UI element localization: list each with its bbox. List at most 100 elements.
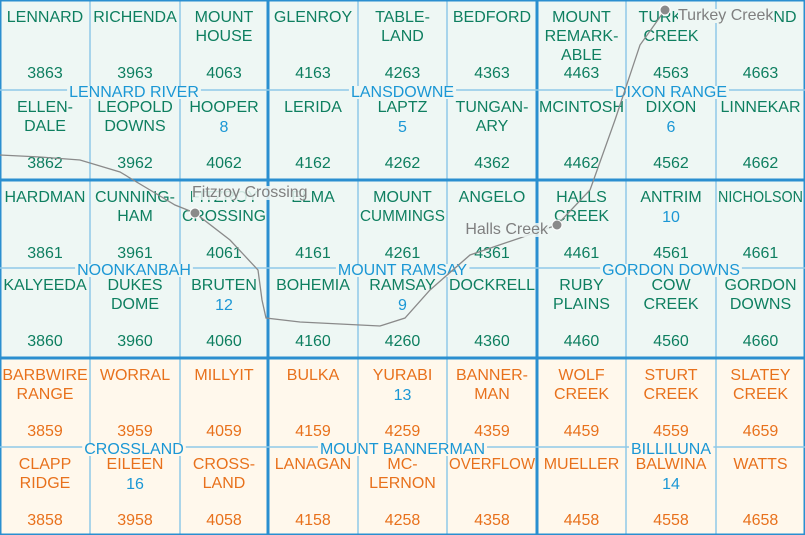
sheet-name: GLENROY <box>274 9 353 26</box>
block-name: NOONKANBAH <box>77 262 191 279</box>
sheet-name: BOHEMIA <box>276 277 350 294</box>
sheet-labels: LENNARD 3863 RICHENDA 3963 MOUNT HOUSE 4063 GLE… <box>2 9 803 529</box>
sheet-name: KALYEEDA <box>3 277 87 294</box>
block-name-bg <box>335 264 470 277</box>
sheet-code: 4059 <box>206 423 242 440</box>
sheet-name: BRUTEN <box>191 277 257 294</box>
block-name-bg <box>600 264 742 277</box>
sheet-code: 4458 <box>564 512 600 529</box>
sheet-name: MOUNT <box>195 9 254 26</box>
sheet-code: 4060 <box>206 333 242 350</box>
sheet-code: 4263 <box>385 65 421 82</box>
sheet-name: ELLEN- <box>17 99 73 116</box>
sheet-code: 4462 <box>564 155 600 172</box>
sheet-code: 4560 <box>653 333 689 350</box>
sheet-name: CLAPP <box>19 456 71 473</box>
town-marker <box>189 207 201 219</box>
sheet-code: 4658 <box>743 512 779 529</box>
sheet-name: DOME <box>111 296 159 313</box>
sheet-name: LAND <box>381 28 424 45</box>
sheet-name: DOCKRELL <box>449 277 535 294</box>
sheet-name: LINNEKAR <box>720 99 800 116</box>
sheet-code: 4663 <box>743 65 779 82</box>
sheet-name: BANNER- <box>456 367 528 384</box>
block-name: LANSDOWNE <box>351 84 454 101</box>
sheet-name: HOUSE <box>196 28 253 45</box>
sheet-name: CROSSING <box>182 208 266 225</box>
block-name-bg <box>348 86 457 99</box>
sheet-code: 4161 <box>295 245 331 262</box>
sheet-name: HARDMAN <box>5 189 86 206</box>
sheet-code: 4558 <box>653 512 689 529</box>
town-label-bg <box>678 9 775 23</box>
block-name-bg <box>82 443 186 456</box>
sheet-name: COW <box>651 277 691 294</box>
sheet-name: RANGE <box>17 386 74 403</box>
sheet-name: DOWNS <box>104 118 165 135</box>
sheet-code: 4159 <box>295 423 331 440</box>
sheet-name: HALLS <box>556 189 607 206</box>
block-name-bg <box>75 264 193 277</box>
sheet-name: DOWNS <box>730 296 791 313</box>
sheet-code: 4160 <box>295 333 331 350</box>
block-name-bg <box>67 86 201 99</box>
sheet-name: CREEK <box>554 386 609 403</box>
sheet-name: PLAINS <box>553 296 610 313</box>
sheet-code: 4058 <box>206 512 242 529</box>
sheet-code: 4362 <box>474 155 510 172</box>
sheet-name: MOUNT <box>373 189 432 206</box>
sheet-name: GORDON <box>725 277 797 294</box>
sheet-name: LAND <box>203 475 246 492</box>
block-number: 5 <box>398 119 407 136</box>
block-number: 12 <box>215 297 233 314</box>
sheet-name: MILLYIT <box>194 367 254 384</box>
sheet-name: RIDGE <box>20 475 71 492</box>
sheet-name: LEOPOLD <box>97 99 173 116</box>
sheet-name: RUBY <box>559 277 604 294</box>
sheet-name: TUNGAN- <box>456 99 529 116</box>
sheet-name: MAN <box>474 386 510 403</box>
sheet-code: 4561 <box>653 245 689 262</box>
sheet-name: YURABI <box>373 367 433 384</box>
block-number: 16 <box>126 476 144 493</box>
sheet-code: 3961 <box>117 245 153 262</box>
block-number: 6 <box>667 119 676 136</box>
sheet-name: BARBWIRE <box>2 367 87 384</box>
block-number: 9 <box>398 297 407 314</box>
sheet-name: MOUNT <box>552 9 611 26</box>
block-number: 8 <box>220 119 229 136</box>
sheet-name: LERIDA <box>284 99 342 116</box>
sheet-name: SLATEY <box>730 367 791 384</box>
sheet-code: 4262 <box>385 155 421 172</box>
sheet-code: 4662 <box>743 155 779 172</box>
town-label-bg <box>192 186 308 200</box>
sheet-code: 4258 <box>385 512 421 529</box>
sheet-code: 4363 <box>474 65 510 82</box>
sheet-code: 4459 <box>564 423 600 440</box>
sheet-name: CREEK <box>554 208 609 225</box>
block-name: CROSSLAND <box>84 441 184 458</box>
block-number: 13 <box>394 387 412 404</box>
sheet-code: 3958 <box>117 512 153 529</box>
sheet-code: 4563 <box>653 65 689 82</box>
sheet-name: ARY <box>476 118 509 135</box>
sheet-name: RICHENDA <box>93 9 177 26</box>
sheet-name: DALE <box>24 118 66 135</box>
sheet-code: 4162 <box>295 155 331 172</box>
sheet-name: CROSS- <box>193 456 255 473</box>
sheet-code: 3963 <box>117 65 153 82</box>
sheet-code: 4659 <box>743 423 779 440</box>
sheet-name: BEDFORD <box>453 9 531 26</box>
sheet-code: 4660 <box>743 333 779 350</box>
sheet-name: CREEK <box>643 386 698 403</box>
sheet-name: CREEK <box>643 28 698 45</box>
sheet-name: CREEK <box>643 296 698 313</box>
sheet-name: DIXON <box>646 99 697 116</box>
sheet-name: LENNARD <box>7 9 83 26</box>
town-label: Halls Creek <box>465 221 549 238</box>
block-name: MOUNT RAMSAY <box>338 262 468 279</box>
block-name: GORDON DOWNS <box>602 262 740 279</box>
sheet-code: 4361 <box>474 245 510 262</box>
sheet-name: WATTS <box>733 456 787 473</box>
